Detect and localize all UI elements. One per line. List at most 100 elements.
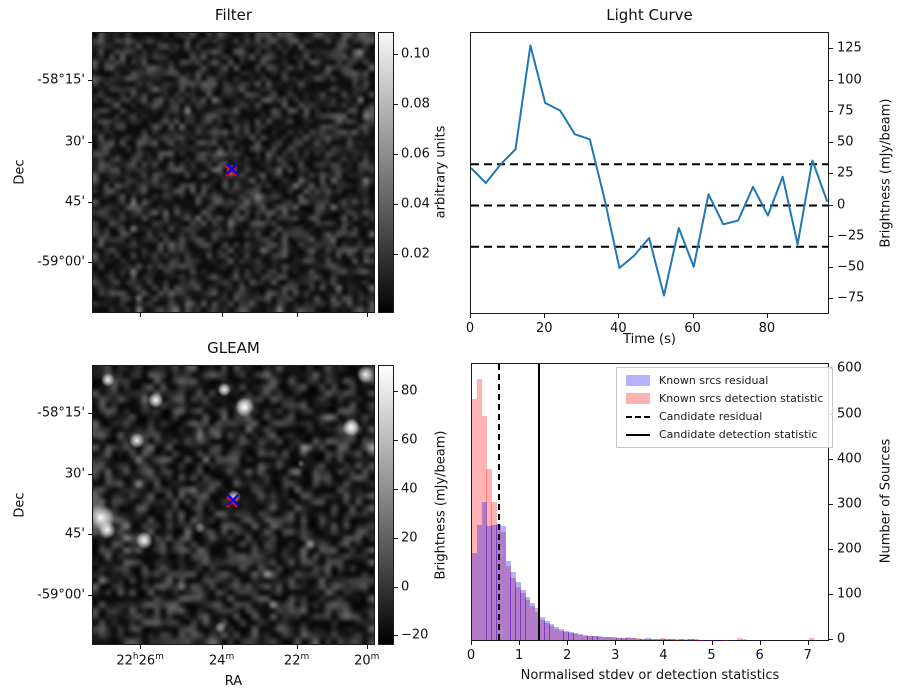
- ra-tick-base: 24: [208, 653, 226, 669]
- lc-y-tick-mark: [829, 267, 833, 268]
- hist-bar-detection: [736, 638, 742, 640]
- dec-tick-label: 30': [64, 134, 85, 150]
- colorbar-tick-mark: [394, 154, 398, 156]
- hist-y-tick-label: 100: [837, 586, 862, 602]
- lc-y-tick-label: −25: [837, 228, 865, 244]
- hist-bar-residual: [601, 636, 608, 640]
- dec-tick-label: 30': [64, 466, 85, 482]
- legend-row: Known srcs detection statistic: [626, 391, 823, 406]
- legend-label: Candidate residual: [659, 410, 763, 423]
- hist-bar-detection: [510, 577, 516, 640]
- gleam-title: GLEAM: [207, 339, 260, 357]
- lc-x-tick-label: 40: [610, 321, 627, 336]
- hist-bar-residual: [577, 633, 584, 640]
- hist-bar-detection: [486, 468, 492, 640]
- lc-x-tick-mark: [692, 314, 694, 318]
- lc-x-tick-mark: [766, 314, 768, 318]
- ra-tick-sup: m: [155, 652, 164, 662]
- ra-tick-label: 22h26m: [116, 652, 164, 668]
- hist-y-tick-mark: [829, 503, 833, 505]
- hist-bar-detection: [515, 586, 521, 640]
- hist-bar-residual: [500, 525, 507, 640]
- hist-bar-detection: [808, 638, 815, 640]
- dec-tick-mark: [88, 474, 92, 476]
- hist-bar-residual: [558, 628, 564, 640]
- hist-bar-detection: [587, 635, 593, 640]
- ra-tick-base: 22: [283, 653, 301, 669]
- dec-tick-label: -59°00': [37, 587, 85, 603]
- hist-y-tick-label: 200: [837, 541, 862, 557]
- hist-bar-detection: [505, 566, 512, 640]
- hist-bar-detection: [534, 612, 540, 640]
- hist-bar-residual: [693, 638, 699, 640]
- candidate-residual-line-swatch: [626, 415, 650, 418]
- colorbar-tick-mark: [394, 537, 398, 539]
- hist-x-tick-label: 1: [514, 648, 524, 663]
- hist-x-tick-label: 7: [803, 648, 812, 663]
- hist-bar-residual: [534, 607, 540, 640]
- hist-bar-detection: [563, 631, 569, 640]
- hist-bar-detection: [529, 606, 536, 640]
- hist-bar-detection: [577, 634, 584, 640]
- hist-bar-detection: [630, 637, 637, 640]
- ra-tick-mark: [221, 313, 223, 317]
- lc-y-tick-label: −75: [837, 290, 865, 306]
- legend-label: Known srcs detection statistic: [659, 392, 824, 405]
- legend-row: Candidate detection statistic: [626, 427, 823, 442]
- hist-bar-detection: [558, 630, 564, 640]
- hist-bar-detection: [472, 399, 478, 640]
- lc-y-tick-mark: [829, 173, 833, 175]
- hist-bar-residual: [650, 638, 656, 640]
- hist-bar-residual: [515, 582, 521, 640]
- hist-bar-residual: [654, 639, 661, 640]
- hist-bar-residual: [616, 637, 622, 640]
- colorbar-tick-mark: [394, 254, 398, 256]
- hist-bar-detection: [597, 636, 603, 640]
- gleam-ylabel: Dec: [12, 492, 28, 518]
- ra-tick-label: 24m: [209, 652, 234, 668]
- ra-tick-base: 20: [354, 653, 371, 669]
- lc-y-tick-mark: [829, 204, 833, 206]
- hist-bar-detection: [544, 623, 550, 640]
- hist-x-tick-label: 3: [611, 648, 620, 663]
- hist-bar-residual: [491, 524, 497, 640]
- ra-tick-sup: m: [370, 652, 380, 662]
- hist-bar-detection: [741, 639, 747, 640]
- hist-bar-detection: [520, 592, 526, 640]
- hist-bar-detection: [592, 636, 598, 640]
- dec-tick-mark: [88, 594, 92, 596]
- hist-x-tick-mark: [519, 641, 521, 645]
- hist-x-tick-mark: [471, 641, 472, 645]
- dec-tick-mark: [88, 534, 92, 536]
- lc-y-tick-label: 0: [837, 197, 846, 212]
- hist-bar-detection: [611, 637, 617, 640]
- hist-x-tick-mark: [663, 641, 665, 645]
- dec-tick-label: -58°15': [37, 405, 85, 421]
- lc-y-tick-label: −50: [837, 259, 865, 275]
- dec-tick-label: 45': [64, 194, 85, 210]
- hist-bar-residual: [476, 525, 483, 640]
- hist-bar-residual: [587, 635, 593, 640]
- ra-tick-label: 22m: [284, 652, 309, 668]
- hist-y-tick-label: 300: [837, 496, 862, 512]
- hist-bar-residual: [481, 502, 488, 640]
- lc-y-tick-mark: [829, 48, 833, 50]
- hist-x-tick-mark: [759, 641, 761, 645]
- hist-bar-detection: [659, 638, 666, 640]
- hist-bar-detection: [616, 637, 622, 640]
- colorbar-tick-label: 60: [401, 432, 418, 448]
- vline-solid: [538, 364, 541, 640]
- vline-dashed: [498, 364, 501, 640]
- colorbar-tick-mark: [394, 204, 398, 206]
- hist-bar-residual: [505, 561, 512, 640]
- colorbar-tick-label: 80: [401, 383, 418, 399]
- lc-x-tick-label: 0: [465, 321, 475, 336]
- hist-y-tick-mark: [829, 548, 833, 550]
- hist-bar-residual: [678, 639, 685, 640]
- hist-x-tick-mark: [615, 641, 617, 645]
- hist-bar-detection: [539, 620, 545, 640]
- hist-bar-residual: [592, 635, 598, 640]
- hist-bar-detection: [654, 638, 661, 640]
- colorbar-tick-mark: [394, 635, 398, 637]
- hist-bar-detection: [524, 600, 531, 640]
